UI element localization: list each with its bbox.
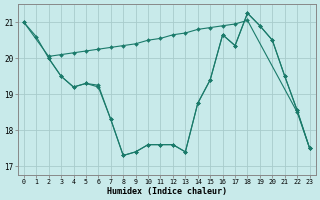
- X-axis label: Humidex (Indice chaleur): Humidex (Indice chaleur): [107, 187, 227, 196]
